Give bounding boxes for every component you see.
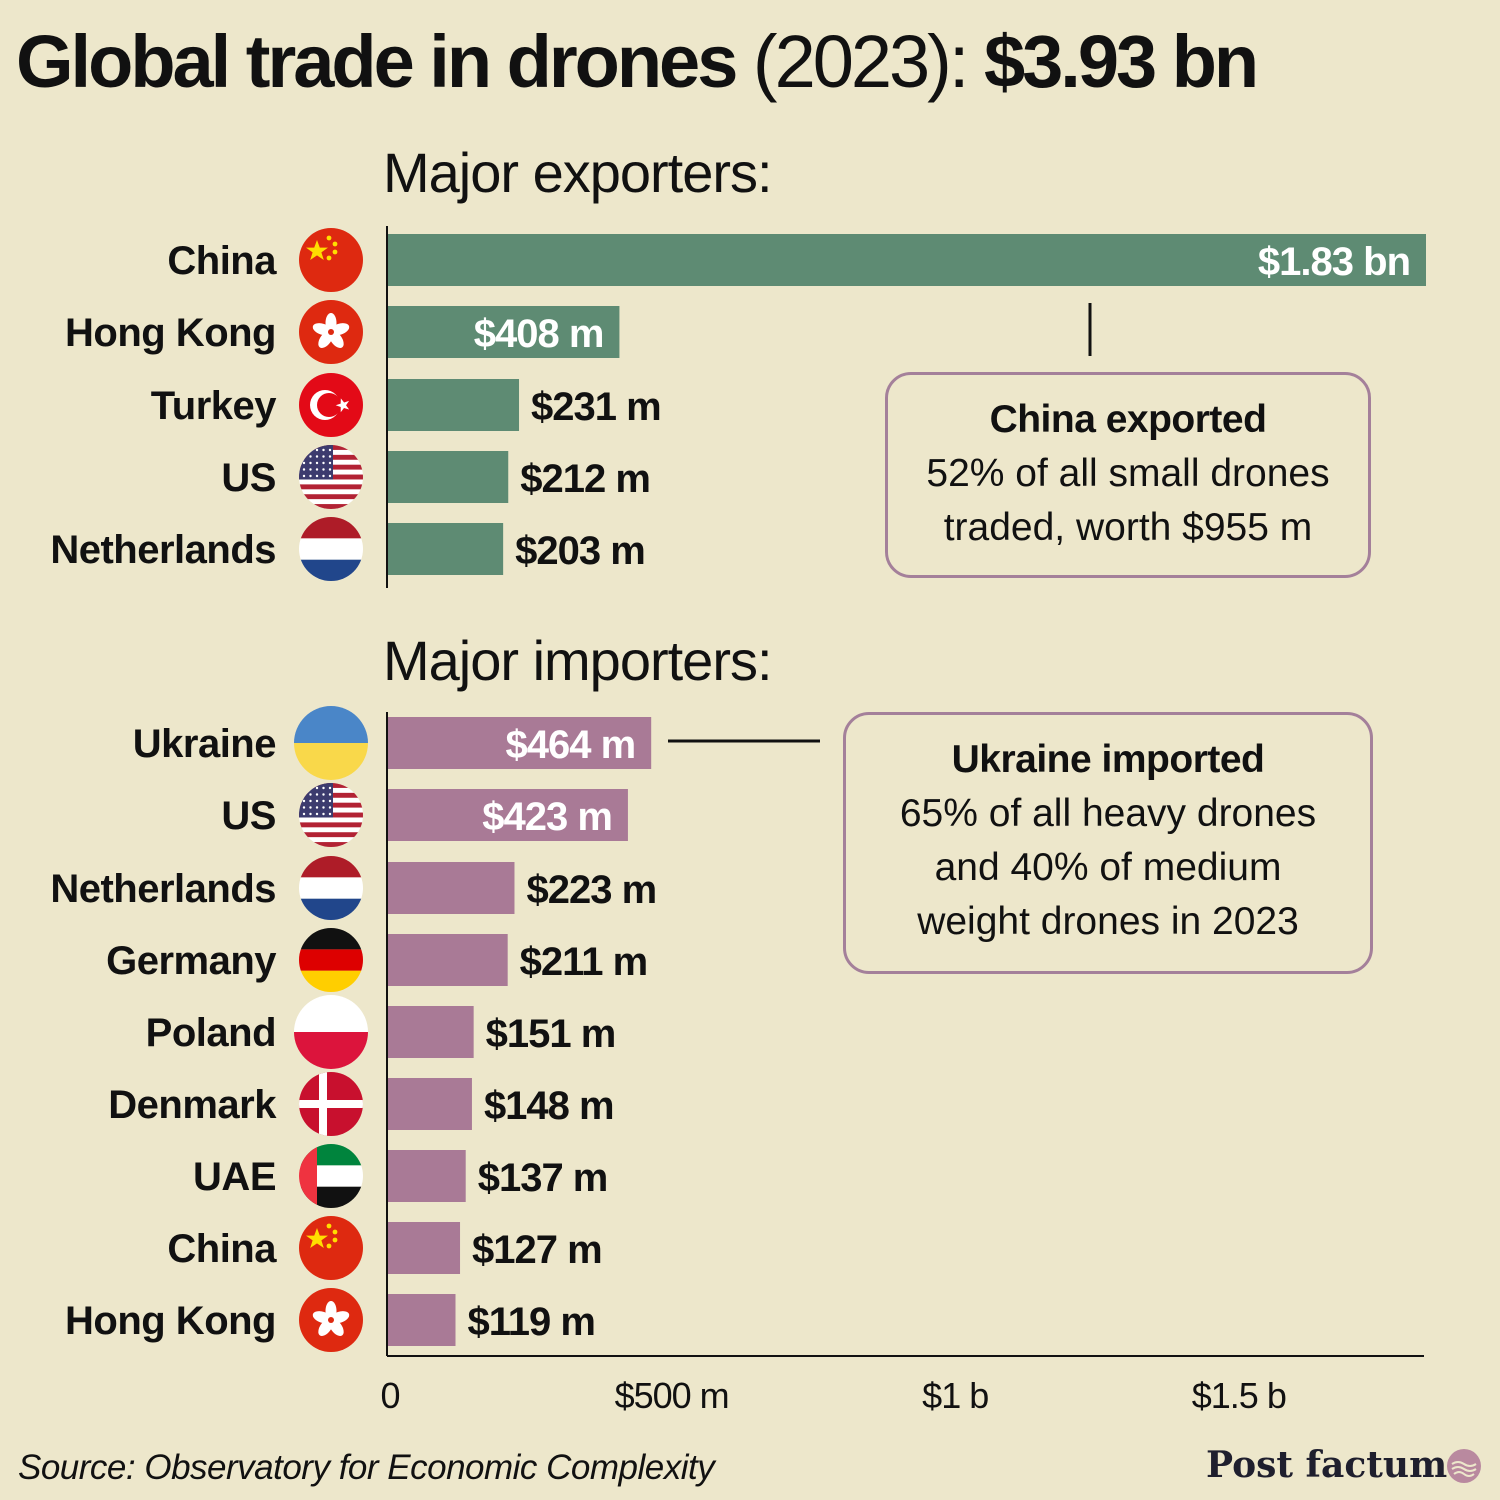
- china-flag-icon: [299, 1216, 363, 1280]
- export-value-netherlands: $203 m: [515, 529, 645, 573]
- import-bar-us: [388, 789, 628, 841]
- import-bar-germany: [388, 934, 508, 986]
- brand-icon: [1447, 1449, 1481, 1483]
- netherlands-flag-icon: [299, 856, 363, 920]
- import-value-us: $423 m: [482, 795, 612, 839]
- export-label-hong-kong: Hong Kong: [65, 311, 276, 355]
- import-value-poland: $151 m: [486, 1012, 616, 1056]
- netherlands-flag-icon: [299, 517, 363, 581]
- export-bar-us: [388, 451, 509, 503]
- x-tick-label-2: $1 b: [922, 1375, 988, 1416]
- export-label-us: US: [221, 456, 276, 500]
- export-bar-turkey: [388, 379, 520, 431]
- import-bar-denmark: [388, 1078, 472, 1130]
- export-value-us: $212 m: [520, 457, 650, 501]
- hong-kong-flag-icon: [299, 1288, 363, 1352]
- export-value-turkey: $231 m: [531, 385, 661, 429]
- import-bar-netherlands: [388, 862, 515, 914]
- uae-flag-icon: [299, 1144, 363, 1208]
- import-label-denmark: Denmark: [108, 1083, 277, 1127]
- import-label-china: China: [167, 1227, 277, 1271]
- exporters-heading: Major exporters:: [383, 141, 773, 204]
- import-label-ukraine: Ukraine: [133, 722, 276, 766]
- export-bar-hong-kong: [388, 306, 620, 358]
- x-tick-label-0: 0: [380, 1375, 399, 1416]
- export-bar-netherlands: [388, 523, 504, 575]
- germany-flag-icon: [299, 928, 363, 992]
- import-bar-china: [388, 1222, 461, 1274]
- import-value-germany: $211 m: [520, 940, 647, 984]
- export-value-hong-kong: $408 m: [474, 312, 604, 356]
- import-bar-uae: [388, 1150, 466, 1202]
- turkey-flag-icon: [299, 373, 363, 437]
- import-label-poland: Poland: [146, 1011, 276, 1055]
- import-value-denmark: $148 m: [484, 1084, 614, 1128]
- import-label-netherlands: Netherlands: [50, 867, 276, 911]
- import-value-uae: $137 m: [478, 1156, 608, 1200]
- export-label-turkey: Turkey: [151, 384, 277, 428]
- denmark-flag-icon: [299, 1072, 363, 1136]
- us-flag-icon: [299, 783, 363, 847]
- hong-kong-flag-icon: [299, 300, 363, 364]
- poland-flag-icon: [294, 995, 368, 1069]
- exports-callout: China exported 52% of all small drones t…: [885, 372, 1371, 578]
- export-label-china: China: [167, 239, 277, 283]
- export-label-netherlands: Netherlands: [50, 528, 276, 572]
- export-bar-china: [388, 234, 1426, 286]
- import-value-ukraine: $464 m: [506, 723, 636, 767]
- import-bar-hong-kong: [388, 1294, 456, 1346]
- ukraine-flag-icon: [294, 706, 368, 780]
- import-label-germany: Germany: [106, 939, 277, 983]
- brand-logo: Post factum: [1206, 1444, 1448, 1486]
- export-value-china: $1.83 bn: [1258, 240, 1410, 284]
- x-tick-label-1: $500 m: [615, 1375, 729, 1416]
- import-value-hong-kong: $119 m: [467, 1300, 594, 1344]
- source-note: Source: Observatory for Economic Complex…: [18, 1448, 715, 1487]
- importers-heading: Major importers:: [383, 629, 773, 692]
- import-value-china: $127 m: [472, 1228, 602, 1272]
- import-label-uae: UAE: [193, 1155, 276, 1199]
- x-tick-label-3: $1.5 b: [1192, 1375, 1286, 1416]
- import-label-us: US: [221, 794, 276, 838]
- import-value-netherlands: $223 m: [526, 868, 656, 912]
- import-bar-ukraine: [388, 717, 652, 769]
- import-label-hong-kong: Hong Kong: [65, 1299, 276, 1343]
- imports-callout: Ukraine imported 65% of all heavy drones…: [843, 712, 1373, 974]
- us-flag-icon: [299, 445, 363, 509]
- page-title: Global trade in drones (2023): $3.93 bn: [16, 20, 1259, 103]
- import-bar-poland: [388, 1006, 474, 1058]
- china-flag-icon: [299, 228, 363, 292]
